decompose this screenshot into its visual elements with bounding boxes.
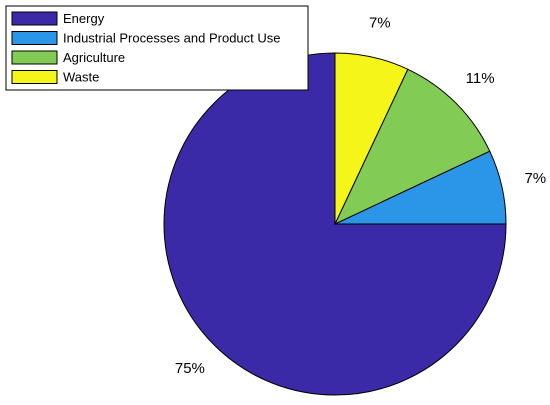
pie-label-energy: 75% xyxy=(175,360,205,377)
legend-items: Energy Industrial Processes and Product U… xyxy=(11,11,281,85)
legend-label-industrial-processes-and-product-use: Industrial Processes and Product Use xyxy=(63,31,281,46)
legend: Energy Industrial Processes and Product U… xyxy=(5,5,309,91)
legend-swatch-agriculture xyxy=(11,50,58,65)
pie-slice-waste xyxy=(334,52,409,225)
legend-label-energy: Energy xyxy=(63,11,105,26)
legend-swatch-energy xyxy=(11,11,58,26)
legend-label-agriculture: Agriculture xyxy=(63,50,125,65)
pie-slice-energy xyxy=(163,52,507,396)
legend-label-waste: Waste xyxy=(63,70,99,85)
pie-label-agriculture: 11% xyxy=(466,70,495,87)
pie-slices xyxy=(163,52,507,396)
pie-label-industrial-processes-and-product-use: 7% xyxy=(524,170,546,187)
legend-swatch-industrial-processes-and-product-use xyxy=(11,31,58,45)
pie-label-waste: 7% xyxy=(369,15,391,32)
legend-swatch-waste xyxy=(11,70,58,84)
pie-slice-agriculture xyxy=(333,68,491,226)
pie-labels: 75% 7% 11% 7% xyxy=(175,15,546,377)
